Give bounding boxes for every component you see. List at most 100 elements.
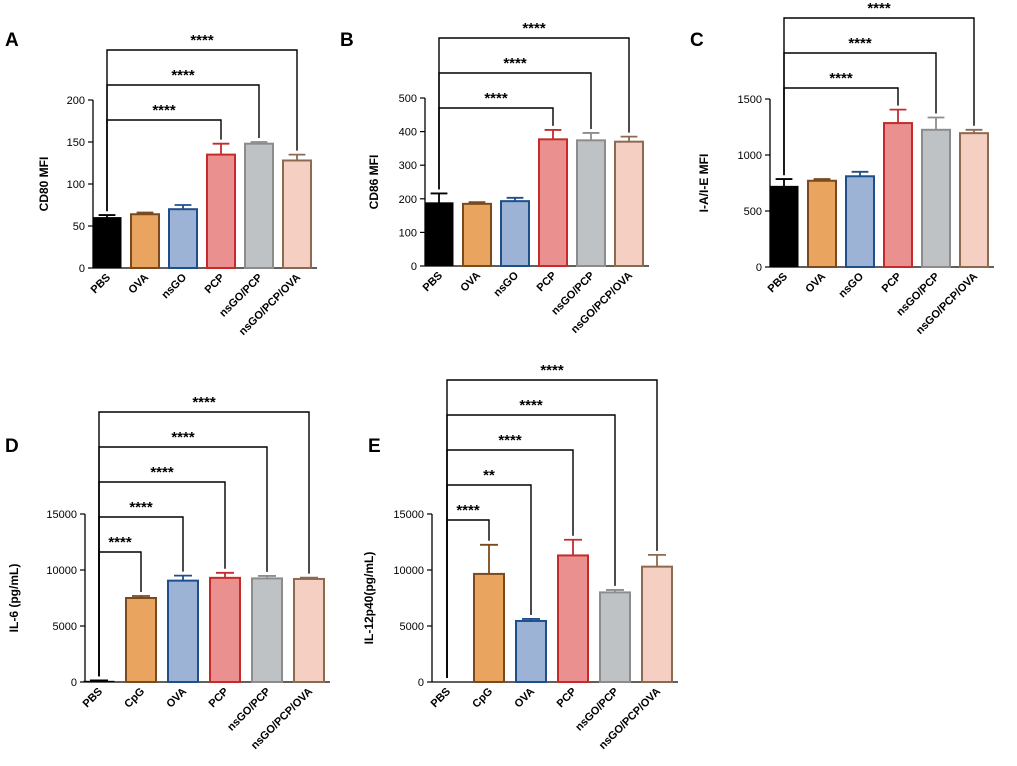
significance-label: ****	[456, 502, 480, 519]
bar	[206, 153, 236, 270]
significance-label: ****	[108, 534, 132, 551]
y-tick-label: 10000	[393, 565, 424, 577]
bar	[168, 208, 198, 269]
bar	[473, 572, 505, 683]
significance-label: ****	[519, 397, 543, 414]
x-tick-label: CpG	[122, 686, 147, 711]
x-tick-label: nsGO	[491, 269, 521, 299]
bar	[167, 579, 199, 684]
x-tick-label: nsGO	[836, 270, 866, 300]
x-tick-label: OVA	[512, 686, 537, 711]
y-tick-label: 1000	[738, 150, 762, 162]
x-tick-label: PCP	[880, 271, 904, 295]
x-tick-label: OVA	[458, 270, 483, 295]
x-tick-label: OVA	[126, 272, 151, 297]
significance-bracket	[783, 52, 937, 176]
x-tick-label: OVA	[164, 686, 189, 711]
y-tick-label: 10000	[46, 565, 77, 577]
panel-label: D	[5, 436, 19, 457]
x-tick-label: PCP	[207, 686, 231, 710]
y-tick-label: 200	[399, 194, 417, 206]
bar	[125, 597, 157, 683]
bar	[209, 576, 241, 684]
bar	[614, 140, 644, 267]
significance-bracket	[106, 49, 298, 212]
bar	[807, 179, 837, 268]
x-tick-label: PBS	[89, 272, 113, 296]
y-axis-title: CD86 MFI	[367, 155, 381, 210]
bar	[538, 138, 568, 267]
bar	[883, 122, 913, 268]
significance-label: ****	[129, 499, 153, 516]
y-tick-label: 0	[71, 677, 77, 689]
significance-bracket	[98, 411, 310, 677]
y-tick-label: 400	[399, 127, 417, 139]
significance-label: ****	[848, 35, 872, 52]
y-axis-title: IL-6 (pg/mL)	[7, 564, 21, 633]
panel-label: C	[690, 30, 704, 51]
x-tick-label: CpG	[470, 686, 495, 711]
significance-label: ****	[540, 362, 564, 379]
significance-label: ****	[190, 32, 214, 49]
bar	[845, 175, 875, 268]
bar	[293, 577, 325, 684]
y-axis-title: IL-12p40(pg/mL)	[362, 552, 376, 645]
y-tick-label: 0	[756, 262, 762, 274]
significance-bracket	[106, 84, 260, 212]
y-tick-label: 15000	[393, 509, 424, 521]
y-tick-label: 5000	[400, 621, 424, 633]
bar	[462, 202, 492, 267]
bar	[515, 619, 547, 684]
bar	[244, 142, 274, 269]
x-tick-label: PCP	[203, 272, 227, 296]
significance-label: ****	[498, 432, 522, 449]
significance-label: ****	[829, 70, 853, 87]
significance-bracket	[783, 17, 975, 176]
bar	[641, 565, 673, 684]
significance-label: ****	[522, 20, 546, 37]
significance-label: ****	[867, 0, 891, 17]
x-tick-label: PCP	[555, 686, 579, 710]
y-tick-label: 1500	[738, 94, 762, 106]
bar	[130, 213, 160, 270]
bar	[599, 591, 631, 684]
significance-label: ****	[484, 90, 508, 107]
panel-label: E	[368, 436, 381, 457]
x-tick-label: nsGO	[159, 271, 189, 301]
bar	[557, 554, 589, 683]
bar	[83, 680, 115, 683]
significance-label: ****	[171, 67, 195, 84]
y-tick-label: 200	[67, 95, 85, 107]
significance-label: ****	[192, 394, 216, 411]
x-tick-label: PBS	[766, 271, 790, 295]
y-tick-label: 150	[67, 137, 85, 149]
significance-bracket	[98, 481, 226, 677]
x-tick-label: PBS	[429, 686, 453, 710]
x-tick-label: PCP	[535, 270, 559, 294]
y-tick-label: 300	[399, 160, 417, 172]
y-tick-label: 500	[399, 93, 417, 105]
x-tick-label: PBS	[421, 270, 445, 294]
bar	[959, 132, 989, 268]
y-tick-label: 0	[418, 677, 424, 689]
bar	[282, 159, 312, 269]
significance-bracket	[446, 379, 658, 678]
chart-panel-e: E IL-12p40(pg/mL) 0 5000 10000 15000 PBS CpG OVA…	[362, 362, 678, 752]
significance-bracket	[783, 87, 899, 176]
y-tick-label: 500	[744, 206, 762, 218]
y-tick-label: 50	[73, 221, 85, 233]
bar	[251, 577, 283, 684]
bar	[424, 202, 454, 267]
y-tick-label: 100	[67, 179, 85, 191]
bar	[500, 200, 530, 267]
bar	[921, 128, 951, 268]
significance-bracket	[438, 37, 630, 190]
x-tick-label: PBS	[81, 686, 105, 710]
y-tick-label: 5000	[53, 621, 77, 633]
significance-label: ****	[150, 464, 174, 481]
bar	[92, 217, 122, 269]
